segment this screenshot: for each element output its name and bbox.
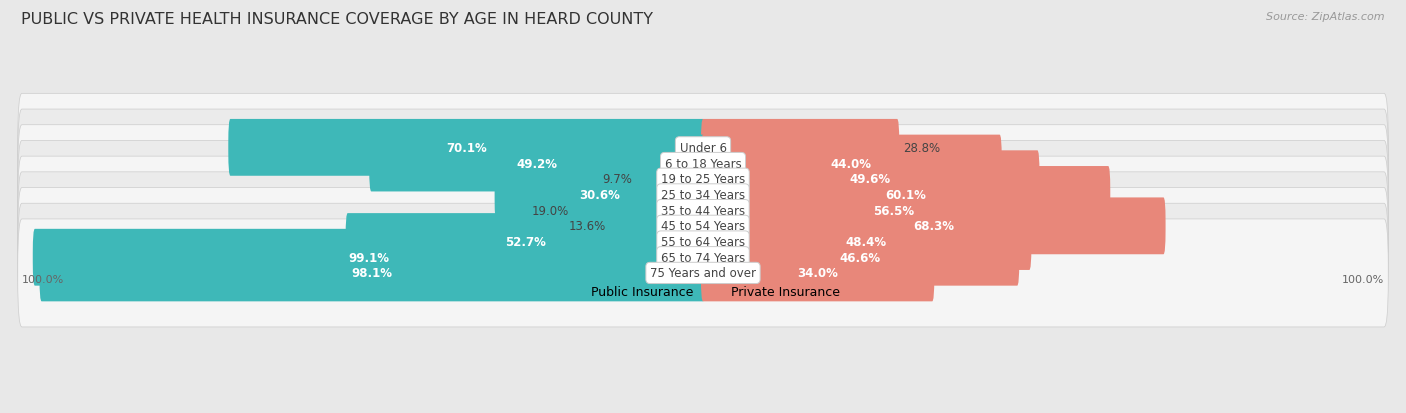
FancyBboxPatch shape <box>18 219 1388 327</box>
FancyBboxPatch shape <box>18 126 1388 233</box>
Text: 6 to 18 Years: 6 to 18 Years <box>665 157 741 170</box>
FancyBboxPatch shape <box>18 157 1388 264</box>
Text: 70.1%: 70.1% <box>446 142 486 154</box>
Text: 19.0%: 19.0% <box>531 204 569 217</box>
Text: 48.4%: 48.4% <box>845 235 887 249</box>
Text: 28.8%: 28.8% <box>903 142 939 154</box>
Text: 100.0%: 100.0% <box>1341 275 1384 285</box>
Text: Source: ZipAtlas.com: Source: ZipAtlas.com <box>1267 12 1385 22</box>
Text: 60.1%: 60.1% <box>886 188 927 202</box>
FancyBboxPatch shape <box>18 204 1388 311</box>
FancyBboxPatch shape <box>636 151 704 208</box>
Text: 52.7%: 52.7% <box>505 235 546 249</box>
Text: 25 to 34 Years: 25 to 34 Years <box>661 188 745 202</box>
FancyBboxPatch shape <box>702 135 1001 192</box>
Text: 9.7%: 9.7% <box>602 173 633 186</box>
Text: 100.0%: 100.0% <box>22 275 65 285</box>
FancyBboxPatch shape <box>702 245 935 301</box>
Text: 45 to 54 Years: 45 to 54 Years <box>661 220 745 233</box>
FancyBboxPatch shape <box>32 229 704 286</box>
FancyBboxPatch shape <box>228 120 704 176</box>
FancyBboxPatch shape <box>18 141 1388 249</box>
FancyBboxPatch shape <box>18 110 1388 218</box>
Text: 44.0%: 44.0% <box>831 157 872 170</box>
Text: 34.0%: 34.0% <box>797 267 838 280</box>
Text: 56.5%: 56.5% <box>873 204 914 217</box>
FancyBboxPatch shape <box>346 214 704 270</box>
Text: 75 Years and over: 75 Years and over <box>650 267 756 280</box>
Text: 68.3%: 68.3% <box>912 220 953 233</box>
FancyBboxPatch shape <box>702 198 1166 255</box>
FancyBboxPatch shape <box>702 151 1039 208</box>
FancyBboxPatch shape <box>495 166 704 223</box>
FancyBboxPatch shape <box>39 245 704 301</box>
Text: 30.6%: 30.6% <box>579 188 620 202</box>
Text: 19 to 25 Years: 19 to 25 Years <box>661 173 745 186</box>
Text: PUBLIC VS PRIVATE HEALTH INSURANCE COVERAGE BY AGE IN HEARD COUNTY: PUBLIC VS PRIVATE HEALTH INSURANCE COVER… <box>21 12 654 27</box>
Text: 65 to 74 Years: 65 to 74 Years <box>661 251 745 264</box>
FancyBboxPatch shape <box>702 120 900 176</box>
FancyBboxPatch shape <box>702 229 1019 286</box>
FancyBboxPatch shape <box>702 182 1085 239</box>
FancyBboxPatch shape <box>18 172 1388 280</box>
Text: 49.6%: 49.6% <box>849 173 891 186</box>
Text: 55 to 64 Years: 55 to 64 Years <box>661 235 745 249</box>
FancyBboxPatch shape <box>18 94 1388 202</box>
FancyBboxPatch shape <box>609 198 704 255</box>
Text: 35 to 44 Years: 35 to 44 Years <box>661 204 745 217</box>
Text: Under 6: Under 6 <box>679 142 727 154</box>
FancyBboxPatch shape <box>370 135 704 192</box>
FancyBboxPatch shape <box>18 188 1388 296</box>
Text: 49.2%: 49.2% <box>516 157 558 170</box>
Text: 13.6%: 13.6% <box>568 220 606 233</box>
Text: 98.1%: 98.1% <box>352 267 392 280</box>
Text: 99.1%: 99.1% <box>349 251 389 264</box>
Legend: Public Insurance, Private Insurance: Public Insurance, Private Insurance <box>561 281 845 304</box>
FancyBboxPatch shape <box>702 166 1111 223</box>
FancyBboxPatch shape <box>572 182 704 239</box>
FancyBboxPatch shape <box>702 214 1032 270</box>
Text: 46.6%: 46.6% <box>839 251 880 264</box>
